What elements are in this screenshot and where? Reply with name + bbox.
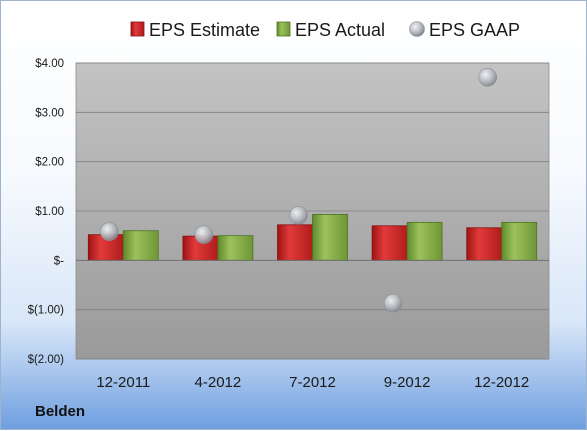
x-tick-label: 9-2012 xyxy=(384,374,431,391)
legend-label: EPS GAAP xyxy=(429,20,520,40)
x-tick-label: 12-2012 xyxy=(474,374,529,391)
x-tick-label: 4-2012 xyxy=(195,374,242,391)
eps-gaap-point xyxy=(478,68,498,87)
eps-gaap-point xyxy=(194,225,214,244)
eps-gaap-point xyxy=(100,222,119,242)
y-tick-label: $(2.00) xyxy=(28,354,65,366)
legend-swatch-estimate xyxy=(130,21,145,37)
eps-gaap-point xyxy=(289,206,308,225)
y-tick-label: $(1.00) xyxy=(28,305,65,317)
company-name: Belden xyxy=(35,403,86,420)
eps-estimate-bar xyxy=(371,225,408,261)
eps-estimate-bar xyxy=(277,224,313,261)
legend-label: EPS Estimate xyxy=(149,20,260,40)
y-tick-label: $3.00 xyxy=(35,107,64,119)
eps-actual-bar xyxy=(217,235,254,261)
legend-label: EPS Actual xyxy=(295,20,385,40)
legend-swatch-actual xyxy=(276,21,291,37)
x-tick-label: 7-2012 xyxy=(289,374,336,391)
y-tick-label: $2.00 xyxy=(35,157,64,169)
y-tick-label: $- xyxy=(54,255,64,267)
eps-actual-bar xyxy=(406,221,443,261)
eps-actual-bar xyxy=(501,221,538,261)
legend-swatch-gaap xyxy=(409,21,425,37)
eps-actual-bar xyxy=(312,214,348,261)
eps-gaap-point xyxy=(383,293,403,313)
eps-actual-bar xyxy=(122,230,159,261)
y-tick-label: $1.00 xyxy=(35,206,64,218)
y-tick-label: $4.00 xyxy=(35,58,64,70)
x-tick-label: 12-2011 xyxy=(96,374,150,391)
eps-estimate-bar xyxy=(466,227,503,261)
